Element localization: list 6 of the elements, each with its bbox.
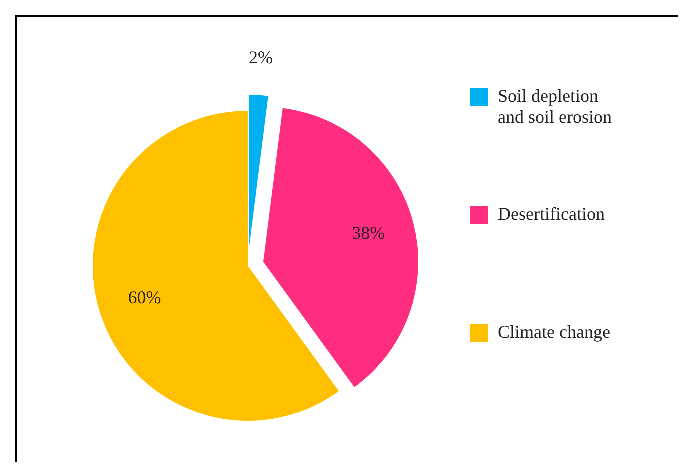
data-label: 38% [352, 223, 386, 244]
legend-label: Soil depletion and soil erosion [498, 86, 612, 127]
data-label: 60% [128, 288, 162, 308]
legend-label: Climate change [498, 322, 610, 342]
legend-label: Desertification [498, 204, 605, 224]
data-label: 2% [249, 48, 273, 68]
